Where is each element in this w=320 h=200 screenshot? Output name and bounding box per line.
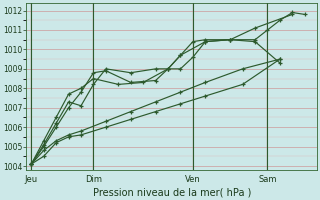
- X-axis label: Pression niveau de la mer( hPa ): Pression niveau de la mer( hPa ): [92, 187, 251, 197]
